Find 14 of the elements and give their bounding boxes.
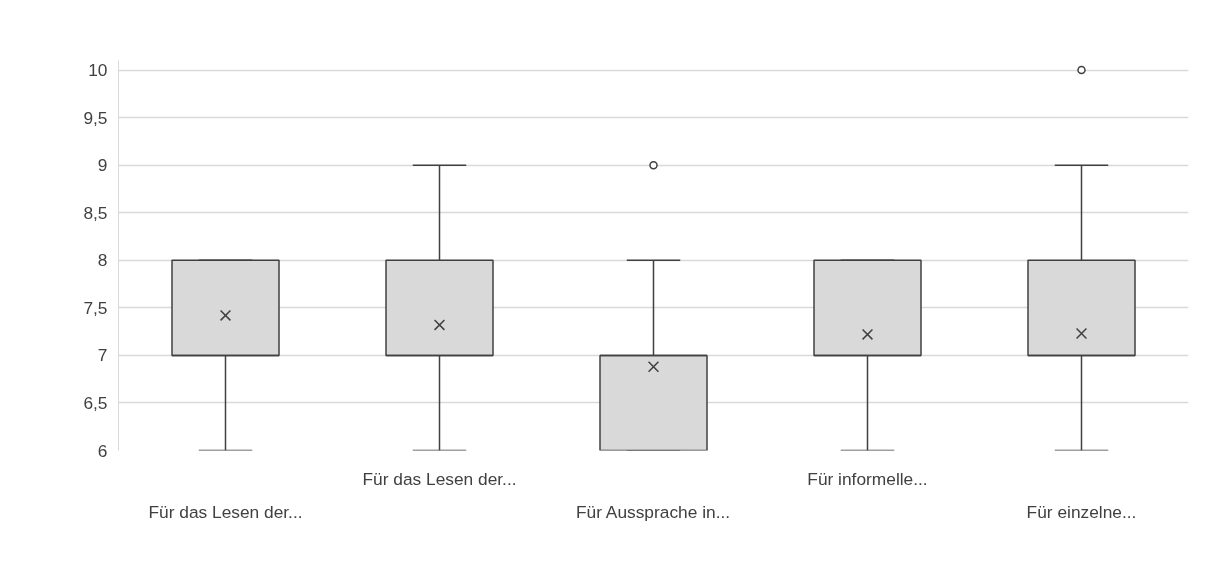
y-tick-label: 6: [97, 440, 108, 461]
x-tick-label: Für Aussprache in...: [575, 501, 731, 522]
y-tick-label: 9: [97, 155, 108, 176]
y-tick-label: 8,5: [83, 202, 108, 223]
y-tick-label: 10: [88, 60, 108, 81]
y-tick-label: 9,5: [83, 107, 108, 128]
y-tick-label: 8: [97, 250, 108, 271]
x-tick-label: Für einzelne...: [1026, 501, 1137, 522]
x-tick-label: Für das Lesen der...: [148, 501, 303, 522]
y-tick-label: 7,5: [83, 297, 108, 318]
x-tick-label: Für informelle...: [807, 468, 928, 489]
y-tick-label: 7: [97, 345, 108, 366]
x-tick-label: Für das Lesen der...: [362, 468, 517, 489]
y-tick-label: 6,5: [83, 392, 108, 413]
